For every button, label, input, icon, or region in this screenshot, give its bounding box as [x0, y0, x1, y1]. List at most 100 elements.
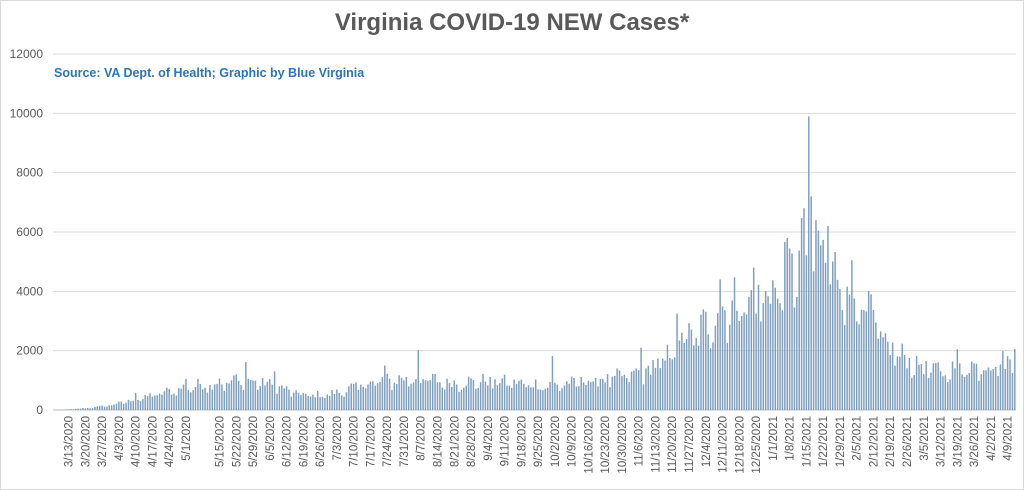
bar — [724, 310, 726, 410]
bar — [537, 389, 539, 410]
bar — [94, 406, 96, 410]
bar — [530, 387, 532, 410]
bar — [673, 357, 676, 410]
bar — [908, 358, 911, 410]
bar — [293, 392, 295, 410]
bar — [352, 383, 355, 410]
x-tick-label: 4/3/2020 — [114, 416, 126, 461]
bar — [688, 323, 690, 410]
bar — [717, 313, 719, 410]
bar — [800, 217, 803, 410]
bar — [264, 385, 266, 410]
bar — [237, 380, 240, 410]
bar — [525, 387, 527, 410]
bar — [987, 367, 990, 410]
bar — [460, 389, 463, 410]
bar — [633, 370, 635, 410]
bar — [175, 395, 178, 410]
bar — [455, 384, 458, 410]
bar — [345, 392, 348, 410]
bar — [891, 342, 894, 410]
bar — [446, 378, 448, 410]
bar — [820, 245, 822, 410]
bar — [407, 386, 410, 410]
bar — [570, 376, 573, 410]
bar — [307, 395, 309, 410]
bar — [391, 389, 393, 410]
y-tick-label: 6000 — [16, 225, 43, 239]
bar — [503, 374, 506, 410]
bar — [956, 349, 959, 410]
bar — [384, 365, 386, 410]
x-tick-label: 3/20/2020 — [80, 416, 92, 467]
bar — [216, 383, 218, 410]
bar — [805, 255, 808, 410]
bar — [434, 374, 436, 410]
bar — [360, 384, 362, 410]
bar — [784, 241, 786, 410]
bar — [511, 387, 513, 410]
bar — [245, 362, 247, 410]
bar — [98, 405, 101, 410]
bar — [975, 363, 978, 410]
bar — [918, 364, 920, 410]
bar — [762, 303, 765, 410]
x-tick-label: 4/9/2021 — [1003, 416, 1015, 461]
bar — [973, 363, 975, 410]
x-tick-label: 2/19/2021 — [885, 416, 897, 467]
bar — [417, 350, 420, 410]
bar — [748, 296, 750, 410]
bar — [709, 348, 712, 410]
bar — [829, 284, 832, 410]
x-tick-label: 11/13/2020 — [651, 416, 663, 473]
x-tick-label: 3/19/2021 — [952, 416, 964, 467]
bar — [944, 375, 947, 410]
x-tick-label: 10/23/2020 — [600, 416, 612, 474]
bar — [585, 384, 587, 410]
bar — [120, 401, 123, 410]
bar — [355, 382, 357, 410]
x-tick-label: 3/5/2021 — [919, 416, 931, 461]
bar — [398, 375, 400, 410]
x-tick-label: 7/3/2020 — [332, 416, 344, 461]
bar — [611, 376, 614, 410]
bar — [225, 382, 228, 410]
bar — [875, 322, 877, 410]
bar — [230, 380, 233, 410]
bar — [544, 388, 547, 410]
bar — [592, 381, 594, 410]
x-tick-label: 12/11/2020 — [718, 416, 730, 473]
bar — [331, 390, 333, 410]
bar — [556, 384, 558, 410]
bar — [882, 337, 884, 410]
bar — [594, 377, 597, 410]
bar — [623, 374, 626, 410]
bar — [412, 382, 415, 410]
bar — [738, 321, 741, 410]
bar — [870, 294, 872, 410]
bar — [403, 380, 405, 410]
bar — [712, 342, 714, 410]
bar — [350, 383, 352, 410]
bar — [681, 332, 683, 410]
bar — [604, 382, 606, 410]
bar — [470, 378, 472, 410]
bar — [290, 396, 293, 410]
bar — [288, 389, 290, 410]
bar — [113, 404, 115, 410]
bar — [661, 358, 664, 410]
bar — [72, 409, 75, 410]
y-tick-label: 8000 — [16, 166, 43, 180]
bar — [896, 356, 899, 410]
x-tick-label: 1/15/2021 — [801, 416, 813, 467]
bar — [252, 380, 254, 410]
bar — [211, 389, 214, 410]
bar — [621, 376, 623, 410]
bar — [659, 368, 662, 410]
bar — [463, 387, 465, 410]
bar — [278, 386, 281, 410]
bar — [587, 380, 590, 410]
bar — [134, 392, 137, 410]
bar — [146, 396, 149, 410]
bar — [163, 391, 166, 410]
